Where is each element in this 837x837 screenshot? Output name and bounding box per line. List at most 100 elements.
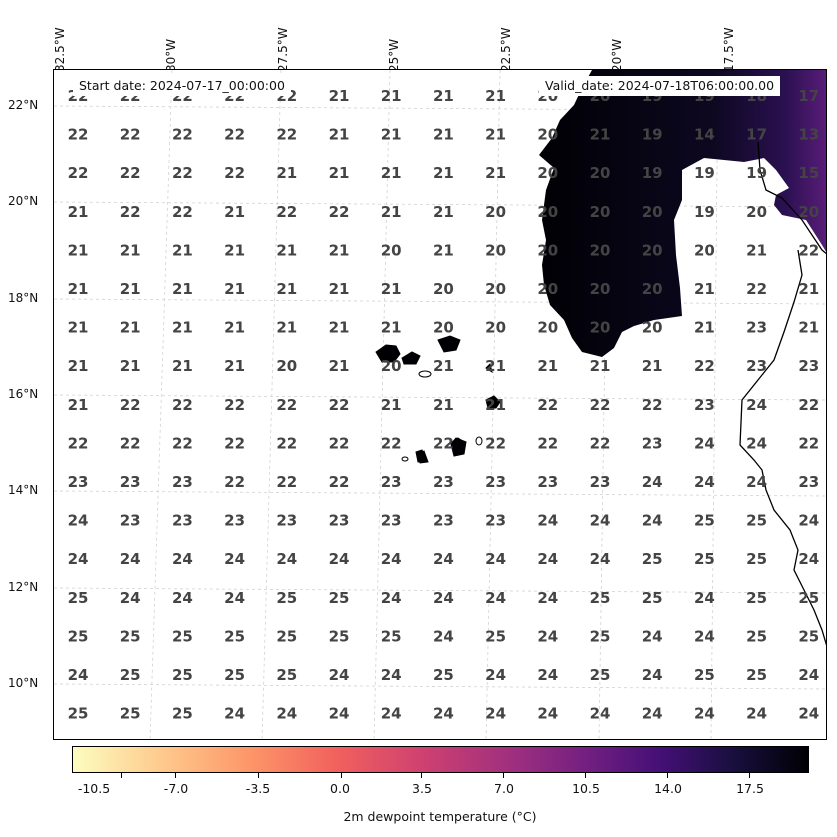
grid-value: 22: [642, 396, 663, 414]
grid-value: 22: [224, 164, 245, 182]
grid-value: 25: [68, 589, 89, 607]
grid-value: 23: [172, 473, 193, 491]
grid-value: 21: [485, 396, 506, 414]
grid-value: 21: [433, 357, 454, 375]
grid-value: 22: [329, 396, 350, 414]
grid-value: 20: [590, 319, 611, 337]
colorbar-label: 10.5: [572, 781, 600, 796]
grid-value: 21: [381, 203, 402, 221]
grid-value: 22: [433, 434, 454, 452]
grid-value: 21: [537, 357, 558, 375]
grid-value: 22: [172, 396, 193, 414]
grid-value: 24: [642, 666, 663, 684]
grid-value: 23: [381, 512, 402, 530]
grid-value: 20: [590, 280, 611, 298]
grid-value: 25: [746, 666, 767, 684]
grid-value: 25: [798, 627, 819, 645]
grid-value: 23: [590, 473, 611, 491]
grid-value: 25: [224, 666, 245, 684]
grid-value: 22: [172, 126, 193, 144]
grid-value: 22: [120, 396, 141, 414]
grid-value: 24: [537, 550, 558, 568]
grid-value: 21: [68, 203, 89, 221]
grid-value: 20: [537, 241, 558, 259]
grid-value: 19: [694, 164, 715, 182]
grid-value: 21: [276, 319, 297, 337]
grid-value: 21: [485, 357, 506, 375]
colorbar: [72, 746, 809, 773]
grid-value: 24: [433, 627, 454, 645]
grid-value: 22: [172, 434, 193, 452]
grid-value: 24: [537, 627, 558, 645]
grid-value: 20: [485, 241, 506, 259]
grid-value: 22: [276, 126, 297, 144]
grid-value: 24: [537, 512, 558, 530]
grid-value: 25: [694, 550, 715, 568]
grid-value: 23: [172, 512, 193, 530]
grid-value: 23: [433, 512, 454, 530]
grid-value: 24: [798, 666, 819, 684]
grid-value: 21: [329, 280, 350, 298]
grid-value: 20: [642, 241, 663, 259]
grid-value: 22: [381, 434, 402, 452]
grid-value: 21: [172, 280, 193, 298]
grid-value: 20: [537, 280, 558, 298]
grid-value: 22: [68, 434, 89, 452]
grid-value: 24: [590, 512, 611, 530]
grid-value: 22: [798, 434, 819, 452]
grid-value: 20: [485, 203, 506, 221]
grid-value: 23: [694, 396, 715, 414]
lat-label-10n: 10°N: [8, 676, 39, 690]
grid-value: 21: [329, 164, 350, 182]
grid-value: 21: [68, 396, 89, 414]
grid-value: 21: [642, 357, 663, 375]
grid-value: 24: [798, 550, 819, 568]
grid-value: 24: [381, 705, 402, 723]
grid-value: 21: [329, 319, 350, 337]
grid-value: 22: [276, 434, 297, 452]
grid-value: 20: [798, 203, 819, 221]
grid-value: 24: [433, 705, 454, 723]
island-outlines: [401, 370, 483, 462]
grid-value: 21: [433, 241, 454, 259]
grid-value: 21: [224, 357, 245, 375]
grid-value: 21: [381, 280, 402, 298]
grid-value: 21: [172, 319, 193, 337]
grid-value: 21: [276, 280, 297, 298]
grid-value: 24: [433, 589, 454, 607]
grid-value: 20: [642, 203, 663, 221]
grid-value: 21: [68, 357, 89, 375]
grid-value: 23: [485, 473, 506, 491]
grid-value: 21: [172, 357, 193, 375]
lat-label-12n: 12°N: [8, 580, 39, 594]
grid-value: 24: [694, 473, 715, 491]
grid-value: 25: [329, 589, 350, 607]
grid-value: 23: [276, 512, 297, 530]
grid-value: 23: [120, 512, 141, 530]
grid-value: 25: [590, 589, 611, 607]
grid-value: 22: [746, 280, 767, 298]
colorbar-tick: [421, 773, 422, 778]
land-mass: [539, 70, 826, 357]
grid-value: 21: [433, 164, 454, 182]
grid-value: 25: [224, 627, 245, 645]
grid-value: 24: [381, 666, 402, 684]
lat-label-16n: 16°N: [8, 387, 39, 401]
grid-value: 25: [694, 512, 715, 530]
colorbar-label: 7.0: [494, 781, 514, 796]
lat-label-14n: 14°N: [8, 483, 39, 497]
grid-value: 22: [276, 396, 297, 414]
grid-value: 20: [746, 203, 767, 221]
grid-value: 21: [590, 126, 611, 144]
colorbar-label: 3.5: [412, 781, 432, 796]
grid-value: 23: [746, 357, 767, 375]
grid-value: 21: [329, 126, 350, 144]
grid-value: 21: [224, 319, 245, 337]
grid-value: 22: [329, 473, 350, 491]
grid-value: 24: [590, 705, 611, 723]
grid-value: 13: [798, 126, 819, 144]
grid-value: 21: [433, 396, 454, 414]
lon-label-17-5w: 17.5°W: [722, 27, 736, 72]
colorbar-tick: [749, 773, 750, 778]
grid-value: 22: [224, 126, 245, 144]
